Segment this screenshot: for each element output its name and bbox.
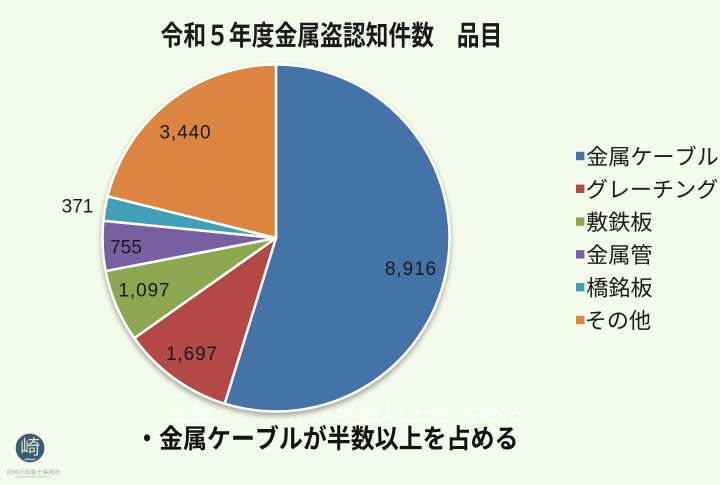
- svg-text:1,697: 1,697: [166, 344, 218, 365]
- svg-text:1,097: 1,097: [118, 280, 170, 301]
- svg-text:371: 371: [62, 197, 94, 218]
- svg-text:8,916: 8,916: [385, 259, 437, 280]
- svg-text:3,440: 3,440: [159, 122, 211, 143]
- svg-text:755: 755: [110, 237, 142, 258]
